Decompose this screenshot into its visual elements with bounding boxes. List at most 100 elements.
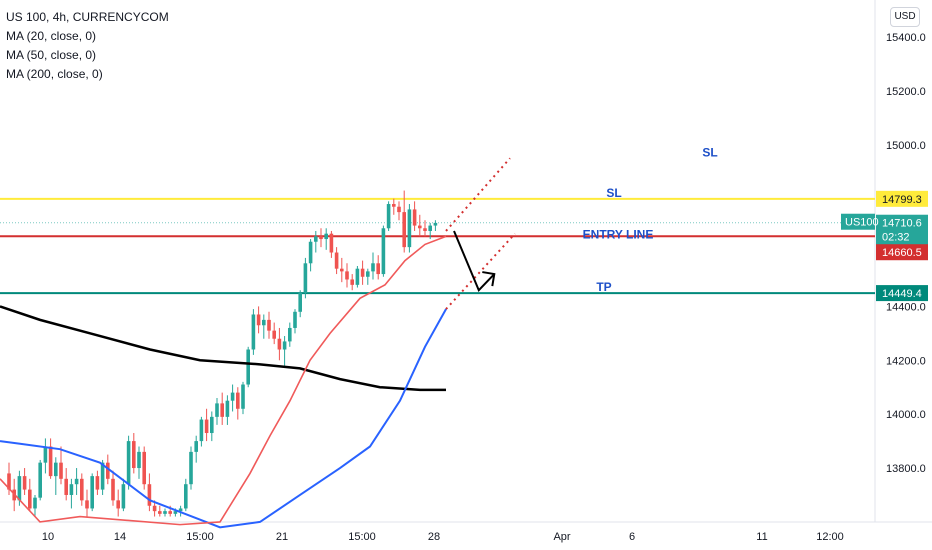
x-tick-label: 21 [276, 531, 288, 543]
candle-body [106, 462, 110, 479]
projection-arrow [453, 230, 496, 293]
annotation-label: TP [596, 280, 611, 294]
channel-upper-extension [445, 157, 511, 232]
candle-body [329, 233, 334, 253]
candle-body [386, 204, 391, 229]
y-tick-label: 13800.0 [886, 463, 926, 475]
candle-body [38, 462, 42, 498]
candle-body [355, 268, 360, 285]
candle-body [282, 341, 287, 350]
candle-body [340, 268, 344, 272]
ma20-line [0, 235, 447, 526]
x-tick-label: 11 [756, 531, 767, 543]
candle-body [17, 476, 22, 501]
candle-body [418, 225, 422, 229]
x-tick-label: 6 [629, 531, 635, 543]
y-tick-label: 14400.0 [886, 301, 926, 313]
candle-body [158, 511, 162, 514]
candle-body [407, 209, 412, 248]
candle-body [314, 236, 318, 242]
candle-body [90, 476, 94, 509]
candle-body [126, 441, 131, 485]
candle-body [111, 478, 115, 501]
candle-body [433, 222, 438, 226]
projection-arrow-head [482, 271, 496, 287]
candle-body [137, 451, 141, 469]
candle-body [178, 508, 183, 512]
candle-body [7, 473, 11, 490]
candle-body [132, 441, 136, 469]
candle-body [334, 252, 339, 269]
candle-body [360, 268, 365, 277]
ma200-legend[interactable]: MA (200, close, 0) [6, 67, 103, 81]
candle-body [33, 497, 37, 509]
candle-body [428, 225, 432, 231]
countdown-text: 02:32 [882, 232, 910, 244]
tp-price-text: 14449.4 [882, 288, 922, 300]
candle-body [350, 279, 354, 285]
candle-body [236, 392, 240, 409]
entry-price-tag [876, 244, 928, 261]
currency-button[interactable]: USD [890, 7, 920, 27]
candle-body [241, 384, 245, 409]
candle-body [147, 484, 152, 506]
candle-body [168, 511, 172, 514]
last-price-text: 14710.6 [882, 218, 922, 230]
candle-body [64, 478, 68, 495]
candle-body [74, 478, 79, 485]
candle-body [95, 476, 100, 490]
candle-body [199, 419, 204, 442]
candle-body [256, 314, 261, 326]
candle-body [80, 478, 84, 501]
chart-legend: US 100, 4h, CURRENCYCOM MA (20, close, 0… [6, 8, 169, 84]
x-tick-label: Apr [553, 531, 570, 543]
candle-body [59, 462, 63, 479]
candle-body [246, 349, 250, 385]
ma20-legend[interactable]: MA (20, close, 0) [6, 29, 97, 43]
candle-body [277, 338, 282, 350]
last-price-tag [876, 214, 928, 245]
y-tick-label: 14000.0 [886, 409, 926, 421]
candle-body [412, 209, 417, 226]
symbol-title[interactable]: US 100, 4h, CURRENCYCOM [6, 10, 169, 24]
channel-lower-extension [445, 232, 516, 310]
candle-body [69, 484, 74, 495]
tp-price-tag [876, 285, 928, 302]
candle-body [272, 330, 276, 339]
x-tick-label: 12:00 [816, 531, 844, 543]
ma200-line [0, 305, 446, 392]
candle-body [371, 263, 375, 272]
candle-body [402, 212, 406, 248]
candle-body [319, 236, 323, 240]
candle-body [288, 327, 292, 342]
annotation-label: SL [702, 145, 717, 159]
ma50-legend[interactable]: MA (50, close, 0) [6, 48, 97, 62]
y-tick-label: 15400.0 [886, 32, 926, 44]
candle-body [423, 228, 427, 231]
candle-body [22, 476, 27, 490]
candle-body [100, 462, 105, 490]
x-tick-label: 15:00 [348, 531, 376, 543]
candle-body [366, 271, 370, 277]
x-tick-label: 10 [42, 531, 54, 543]
candle-body [121, 484, 126, 509]
candle-body [298, 292, 302, 312]
x-tick-label: 15:00 [186, 531, 214, 543]
candle-body [48, 446, 53, 477]
candle-body [293, 311, 297, 328]
candle-body [381, 228, 386, 275]
candle-body [184, 484, 188, 509]
candle-body [204, 419, 209, 434]
candle-body [308, 241, 313, 264]
x-tick-label: 14 [114, 531, 126, 543]
candle-body [303, 263, 308, 293]
sl-price-tag [876, 190, 928, 207]
annotation-label: ENTRY LINE [583, 228, 654, 242]
candle-body [189, 451, 193, 485]
candle-body [215, 403, 219, 417]
candle-body [142, 451, 146, 485]
candle-body [251, 314, 256, 350]
sl-price-text: 14799.3 [882, 194, 922, 206]
